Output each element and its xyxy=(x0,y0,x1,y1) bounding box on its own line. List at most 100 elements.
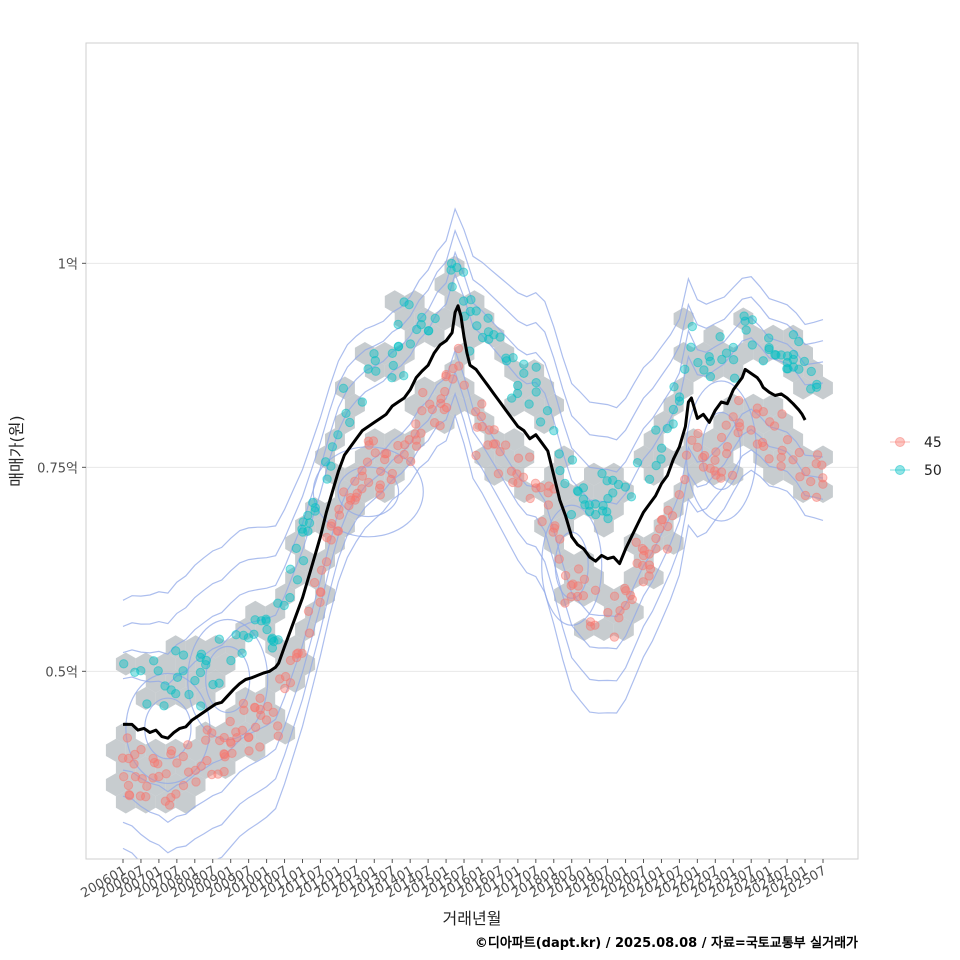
scatter-point xyxy=(788,362,799,372)
scatter-point xyxy=(261,715,272,725)
hexbin-cell xyxy=(593,514,614,538)
scatter-point xyxy=(225,716,235,727)
hexbin-cell xyxy=(813,480,833,503)
scatter-point xyxy=(620,482,631,492)
scatter-point xyxy=(368,436,379,446)
hexbin-cell xyxy=(793,445,813,469)
scatter-point xyxy=(734,395,744,406)
scatter-point xyxy=(799,356,810,367)
density-contour-line xyxy=(122,207,824,601)
scatter-point xyxy=(237,725,248,735)
scatter-point xyxy=(654,524,665,534)
scatter-point xyxy=(448,363,458,374)
scatter-point xyxy=(680,364,690,374)
scatter-point xyxy=(656,443,667,453)
scatter-point xyxy=(458,267,469,277)
scatter-point xyxy=(219,766,229,777)
scatter-point xyxy=(508,353,518,363)
scatter-point xyxy=(292,575,303,585)
scatter-point xyxy=(817,460,827,470)
scatter-point xyxy=(370,448,380,458)
scatter-point xyxy=(404,435,414,445)
hexbin-cell xyxy=(424,324,445,348)
scatter-point xyxy=(196,649,207,659)
scatter-point xyxy=(334,504,344,514)
hexbin-cell xyxy=(534,411,555,434)
hexbin-cell xyxy=(195,687,216,710)
scatter-point xyxy=(285,564,295,574)
scatter-point xyxy=(137,774,147,784)
scatter-point xyxy=(161,769,171,779)
scatter-point xyxy=(535,417,546,427)
hexbin-cell xyxy=(434,307,455,331)
scatter-point xyxy=(573,581,583,591)
hexbin-cell xyxy=(683,428,704,452)
scatter-point xyxy=(513,453,524,463)
hexbin-cell xyxy=(703,324,724,348)
scatter-point xyxy=(172,672,183,682)
scatter-points xyxy=(118,258,828,810)
scatter-point xyxy=(727,470,738,480)
scatter-point xyxy=(721,348,732,358)
scatter-point xyxy=(668,404,679,415)
hexbin-cell xyxy=(613,618,634,641)
scatter-point xyxy=(263,701,273,712)
trend-line xyxy=(123,304,807,740)
hexbin-cell xyxy=(215,652,236,676)
scatter-point xyxy=(632,558,642,568)
scatter-point xyxy=(549,426,559,436)
scatter-point xyxy=(663,521,673,532)
scatter-point xyxy=(811,459,821,469)
y-tick-label: 0.5억 xyxy=(45,665,78,680)
scatter-point xyxy=(207,728,217,738)
scatter-point xyxy=(609,632,620,642)
scatter-point xyxy=(711,447,721,457)
hexbin-cell xyxy=(803,359,823,383)
scatter-point xyxy=(590,585,601,595)
scatter-point xyxy=(620,600,631,611)
scatter-point xyxy=(531,378,541,388)
scatter-point xyxy=(680,474,690,485)
hexbin-cell xyxy=(643,531,664,555)
hexbin-cell xyxy=(793,376,813,400)
scatter-point xyxy=(542,406,553,416)
scatter-point xyxy=(711,470,721,480)
scatter-point xyxy=(201,735,211,745)
scatter-point xyxy=(818,473,828,483)
scatter-point xyxy=(304,628,315,638)
scatter-point xyxy=(250,702,260,712)
hexbin-cell xyxy=(245,704,266,728)
scatter-point xyxy=(238,698,249,709)
scatter-point xyxy=(795,472,805,482)
scatter-point xyxy=(560,478,570,489)
scatter-point xyxy=(327,442,338,452)
scatter-point xyxy=(472,321,482,331)
scatter-point xyxy=(280,671,291,682)
scatter-point xyxy=(608,488,618,498)
scatter-point xyxy=(136,744,146,755)
scatter-point xyxy=(693,428,703,439)
hexbin-cell xyxy=(115,790,136,814)
scatter-point xyxy=(273,635,283,645)
scatter-point xyxy=(387,348,398,358)
scatter-point xyxy=(238,630,249,640)
hexbin-cell xyxy=(374,480,395,503)
scatter-point xyxy=(777,445,787,455)
scatter-point xyxy=(811,492,822,502)
scatter-point xyxy=(273,721,283,731)
scatter-point xyxy=(656,454,666,464)
scatter-point xyxy=(501,353,511,363)
scatter-point xyxy=(764,454,774,464)
hexbin-cell xyxy=(633,445,654,469)
hexbin-cell xyxy=(394,307,415,331)
density-contour-ring xyxy=(701,411,742,491)
scatter-point xyxy=(668,419,678,429)
scatter-point xyxy=(741,325,751,335)
scatter-point xyxy=(812,450,823,460)
scatter-point xyxy=(119,659,129,669)
scatter-point xyxy=(757,437,768,448)
hexbin-cell xyxy=(534,376,555,400)
scatter-point xyxy=(405,339,416,349)
scatter-point xyxy=(686,342,696,352)
scatter-point xyxy=(448,374,458,384)
